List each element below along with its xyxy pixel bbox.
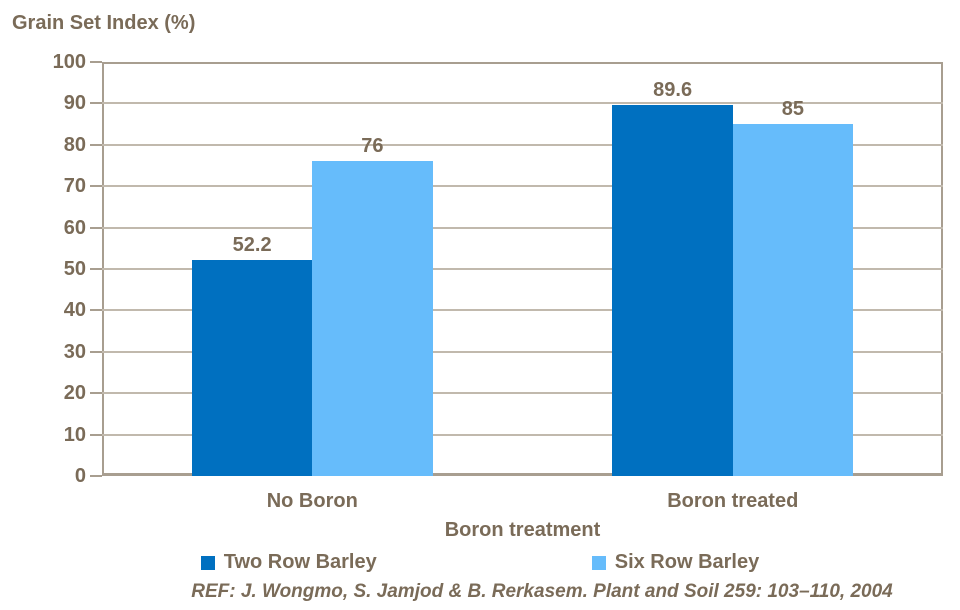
bar-value-label: 52.2 <box>232 233 272 256</box>
gridline <box>102 392 943 395</box>
category-label: No Boron <box>266 490 358 512</box>
gridline <box>102 268 943 270</box>
y-tick-label: 90 <box>63 92 86 115</box>
gridline <box>102 350 943 353</box>
legend-item: Six Row Barley <box>591 551 760 574</box>
legend-label: Six Row Barley <box>614 551 760 573</box>
gridline <box>102 102 943 105</box>
y-tick-label: 50 <box>63 258 86 280</box>
gridline <box>102 309 943 312</box>
y-tick-label: 80 <box>63 133 86 156</box>
reference-text: REF: J. Wongmo, S. Jamjod & B. Rerkasem.… <box>191 581 893 602</box>
bar-six-row-barley <box>732 124 853 476</box>
y-tick-mark <box>90 350 102 353</box>
y-tick-mark <box>90 61 102 63</box>
legend-swatch-icon <box>591 555 606 570</box>
bar-value-label: 76 <box>361 135 384 158</box>
y-tick-label: 100 <box>52 51 86 73</box>
y-tick-mark <box>90 392 102 395</box>
y-tick-label: 30 <box>63 340 86 363</box>
gridline <box>102 433 943 436</box>
legend-label: Two Row Barley <box>223 551 377 573</box>
bar-two-row-barley <box>612 105 733 476</box>
gridline <box>102 185 943 188</box>
bar-value-label: 89.6 <box>653 79 693 102</box>
bar-six-row-barley <box>312 161 433 476</box>
bar-two-row-barley <box>191 259 313 476</box>
gridline <box>102 226 943 229</box>
y-tick-label: 20 <box>63 382 86 405</box>
y-tick-mark <box>90 143 102 146</box>
y-tick-mark <box>90 268 102 270</box>
chart-title: Grain Set Index (%) <box>12 12 196 34</box>
y-tick-mark <box>90 309 102 312</box>
bar-value-label: 85 <box>781 98 804 121</box>
gridline <box>102 143 943 146</box>
y-tick-label: 40 <box>63 299 86 322</box>
y-tick-mark <box>90 226 102 229</box>
y-tick-mark <box>90 102 102 105</box>
legend-item: Two Row Barley <box>200 551 377 574</box>
y-tick-label: 60 <box>63 216 86 239</box>
y-tick-label: 0 <box>74 465 86 487</box>
y-tick-mark <box>90 475 102 477</box>
category-label: Boron treated <box>667 490 799 512</box>
legend-swatch-icon <box>200 555 215 570</box>
y-tick-mark <box>90 433 102 436</box>
legend: Two Row Barley Six Row Barley <box>0 551 960 574</box>
y-tick-label: 70 <box>63 175 86 198</box>
x-axis-title: Boron treatment <box>444 519 601 541</box>
y-tick-label: 10 <box>63 423 86 446</box>
y-tick-mark <box>90 185 102 188</box>
